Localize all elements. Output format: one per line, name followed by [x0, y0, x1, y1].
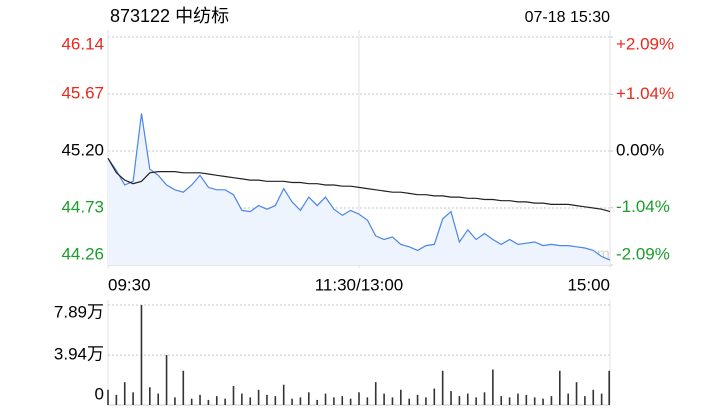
- y-tick-label: 45.67: [61, 83, 104, 102]
- volume-bar: [517, 393, 519, 405]
- y2-tick-label: -2.09%: [616, 244, 670, 263]
- volume-bar: [149, 387, 151, 405]
- volume-bar: [257, 389, 260, 405]
- volume-bar: [282, 384, 285, 405]
- volume-bar: [492, 369, 494, 405]
- average-line: [107, 157, 611, 213]
- volume-bar: [450, 391, 452, 405]
- volume-bar: [182, 370, 185, 405]
- volume-bar: [600, 393, 603, 405]
- volume-bar: [608, 370, 610, 405]
- volume-bar: [525, 394, 528, 405]
- price-area: [108, 113, 610, 266]
- volume-bar: [408, 398, 410, 405]
- volume-bar: [324, 393, 327, 405]
- volume-bar: [383, 393, 385, 405]
- timestamp: 07-18 15:30: [525, 9, 611, 26]
- volume-bar: [475, 397, 477, 405]
- volume-bar: [123, 382, 126, 405]
- volume-bar: [425, 397, 427, 405]
- volume-bar: [132, 392, 134, 405]
- volume-bar: [224, 398, 226, 405]
- volume-bar: [400, 389, 402, 405]
- volume-bar: [416, 394, 419, 405]
- volume-bar: [274, 396, 277, 405]
- volume-bar: [508, 397, 511, 405]
- volume-bar: [584, 396, 586, 405]
- volume-bar: [341, 396, 344, 405]
- x-tick-label: 09:30: [108, 275, 151, 294]
- x-tick-label: 11:30/13:00: [315, 275, 404, 294]
- volume-bar: [207, 399, 210, 405]
- y-tick-label: 44.73: [61, 197, 104, 216]
- volume-bar: [559, 370, 561, 405]
- volume-bar: [215, 396, 218, 405]
- volume-bar: [241, 393, 243, 405]
- volume-bar: [575, 382, 578, 405]
- y2-tick-label: +1.04%: [616, 84, 674, 103]
- volume-bar: [592, 389, 595, 405]
- volume-bar: [174, 397, 176, 405]
- volume-bar: [299, 397, 302, 405]
- y-tick-label: 3.94万: [54, 345, 104, 364]
- y2-tick-label: 0.00%: [616, 140, 664, 159]
- y2-tick-label: -1.04%: [616, 197, 670, 216]
- x-tick-label: 15:00: [567, 275, 610, 294]
- volume-bar: [266, 394, 268, 405]
- volume-bar: [366, 397, 369, 405]
- volume-bar: [140, 305, 143, 405]
- price-line: [107, 113, 611, 261]
- volume-bar: [316, 399, 318, 405]
- y-tick-label: 7.89万: [54, 302, 104, 321]
- volume-bar: [567, 393, 569, 405]
- stock-title: 873122 中纺标: [110, 6, 229, 26]
- volume-bar: [483, 392, 486, 405]
- volume-bar: [232, 385, 235, 405]
- volume-bar: [165, 355, 168, 405]
- volume-bar: [466, 393, 469, 405]
- volume-bar: [391, 397, 394, 405]
- volume-bar: [542, 398, 544, 405]
- volume-bar: [550, 396, 553, 405]
- volume-bar: [433, 388, 436, 405]
- volume-bar: [190, 398, 193, 405]
- volume-bar: [333, 397, 335, 405]
- y-tick-label: 0: [95, 384, 104, 403]
- volume-bar: [249, 397, 252, 405]
- volume-bar: [107, 389, 109, 405]
- y-tick-label: 44.26: [61, 244, 104, 263]
- volume-bar: [157, 393, 159, 405]
- volume-bar: [533, 397, 536, 405]
- volume-bar: [349, 398, 352, 405]
- volume-bar: [358, 392, 360, 405]
- volume-bar: [500, 396, 503, 405]
- y-tick-label: 46.14: [61, 34, 104, 53]
- volume-bar: [308, 392, 310, 405]
- volume-bar: [115, 394, 118, 405]
- volume-bar: [458, 396, 461, 405]
- volume-bar: [374, 382, 377, 405]
- volume-bar: [441, 370, 444, 405]
- volume-bar: [199, 394, 201, 405]
- volume-bar: [291, 398, 293, 405]
- y2-tick-label: +2.09%: [616, 34, 674, 53]
- y-tick-label: 45.20: [61, 140, 104, 159]
